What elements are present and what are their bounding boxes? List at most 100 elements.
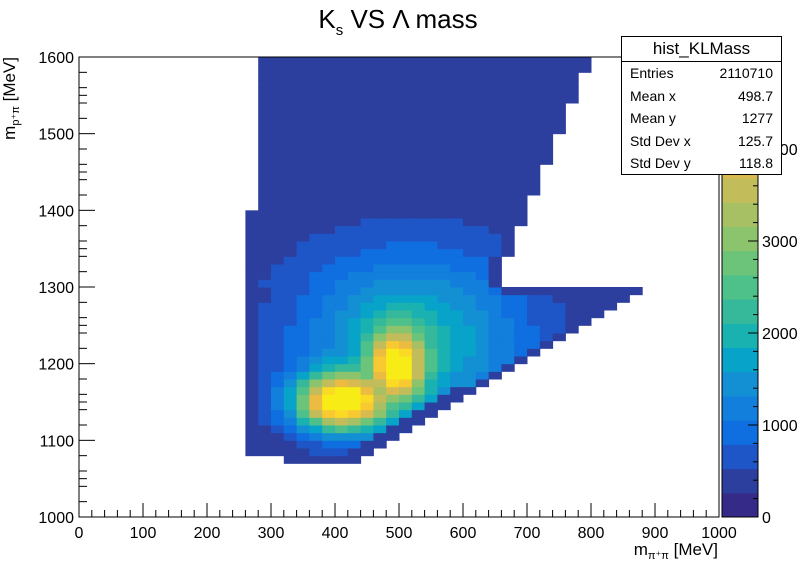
z-tick-label: 1000 [762,418,798,435]
heatmap-cell [399,271,413,280]
heatmap-cell [424,241,438,250]
heatmap-cell [539,333,554,342]
heatmap-cell [514,187,528,196]
heatmap-cell [578,287,592,296]
heatmap-cell [347,202,362,211]
heatmap-cell [475,233,490,242]
heatmap-cell [271,271,285,280]
heatmap-cell [603,302,618,311]
heatmap-cell [347,172,362,181]
heatmap-cell [322,87,336,96]
heatmap-cell [539,133,554,142]
heatmap-cell [309,126,323,135]
heatmap-cell [475,172,490,181]
heatmap-cell [245,333,259,342]
palette-swatch [722,492,758,518]
heatmap-cell [501,126,515,135]
heatmap-cell [373,363,387,372]
heatmap-cell [373,233,387,242]
heatmap-cell [373,210,387,219]
heatmap-cell [373,256,387,265]
heatmap-cell [475,333,490,342]
heatmap-cell [347,95,362,104]
y-axis: 1000 1100 1200 1300 1400 1500 1600 [38,50,95,527]
heatmap-cell [501,156,515,165]
heatmap-cell [514,317,528,326]
heatmap-cell [309,149,323,158]
heatmap-cell [347,425,362,434]
heatmap-cell [360,80,374,89]
heatmap-cell [347,363,362,372]
heatmap-cell [335,348,349,357]
heatmap-cell [450,287,464,296]
heatmap-cell [322,363,336,372]
heatmap-cell [463,356,477,365]
heatmap-cell [591,310,605,319]
heatmap-cell [463,187,477,196]
heatmap-cell [475,179,490,188]
heatmap-cell [411,340,426,349]
heatmap-cell [411,310,426,319]
heatmap-cell [539,325,554,334]
heatmap-cell [360,333,374,342]
heatmap-cell [450,95,464,104]
heatmap-cell [411,141,426,150]
heatmap-cell [527,187,541,196]
heatmap-cell [527,149,541,158]
heatmap-cell [399,386,413,395]
heatmap-cell [463,118,477,127]
heatmap-cell [347,179,362,188]
heatmap-cell [514,80,528,89]
heatmap-cell [360,371,374,380]
heatmap-cell [411,371,426,380]
heatmap-cell [283,103,298,112]
heatmap-cell [463,379,477,388]
heatmap-cell [539,87,554,96]
heatmap-cell [463,103,477,112]
heatmap-cell [578,310,592,319]
heatmap-cell [347,379,362,388]
heatmap-cell [539,294,554,303]
heatmap-cell [258,409,272,418]
heatmap-cell [245,363,259,372]
heatmap-cell [360,110,374,119]
heatmap-cell [309,340,323,349]
heatmap-cell [411,64,426,73]
heatmap-cell [271,172,285,181]
heatmap-cell [463,256,477,265]
heatmap-cell [245,340,259,349]
heatmap-cell [386,394,400,403]
heatmap-cell [296,386,310,395]
heatmap-cell [501,95,515,104]
heatmap-cell [386,417,400,426]
heatmap-cell [335,264,349,273]
heatmap-cell [501,225,515,234]
heatmap-cell [335,187,349,196]
heatmap-cell [271,363,285,372]
heatmap-cell [309,156,323,165]
heatmap-cell [283,440,298,449]
heatmap-cell [335,448,349,457]
palette-swatch [722,178,758,203]
heatmap-cell [360,118,374,127]
heatmap-cell [386,264,400,273]
y-tick-label: 1000 [38,510,74,527]
heatmap-cell [501,179,515,188]
heatmap-cell [296,455,310,464]
heatmap-cell [463,264,477,273]
heatmap-cell [373,156,387,165]
heatmap-cell [437,340,451,349]
heatmap-cell [309,172,323,181]
heatmap-cell [463,141,477,150]
heatmap-cell [501,340,515,349]
heatmap-cell [475,118,490,127]
heatmap-cell [386,271,400,280]
heatmap-cell [501,141,515,150]
heatmap-cell [373,340,387,349]
heatmap-cell [399,172,413,181]
heatmap-cell [591,294,605,303]
heatmap-cell [271,87,285,96]
heatmap-cell [360,348,374,357]
stats-value: 1277 [741,110,773,127]
